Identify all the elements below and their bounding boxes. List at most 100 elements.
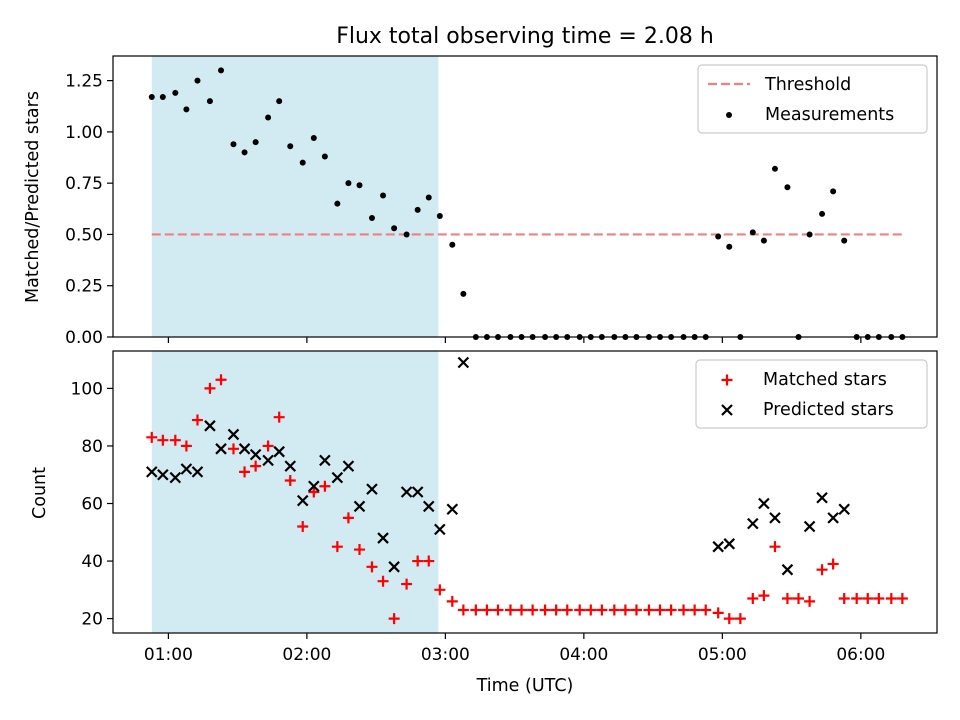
predicted-star-point — [434, 523, 446, 536]
matched-star-point — [284, 474, 296, 486]
matched-star-point — [896, 592, 908, 604]
measurement-point — [784, 184, 791, 191]
predicted-star-point — [422, 500, 435, 513]
measurement-point — [460, 290, 467, 297]
measurement-point — [299, 159, 306, 166]
matched-star-point — [401, 578, 413, 590]
ratio-panel: 0.00 0.25 0.50 0.75 1.00 1.25 Matched/Predict… — [23, 55, 938, 348]
x-tick-label: 01:00 — [144, 645, 193, 665]
matched-star-point — [816, 564, 828, 576]
matched-star-point — [516, 604, 528, 616]
predicted-star-point — [227, 428, 240, 441]
matched-star-point — [191, 414, 203, 426]
predicted-star-point — [411, 486, 424, 498]
measurement-point — [218, 67, 225, 74]
legend-threshold-label: Threshold — [764, 75, 851, 95]
legend-measurements-swatch — [726, 112, 732, 118]
matched-star-point — [678, 604, 690, 616]
matched-star-point — [712, 607, 724, 619]
predicted-star-point — [816, 491, 828, 504]
predicted-star-point — [145, 466, 158, 478]
matched-star-point — [781, 592, 793, 604]
matched-star-point — [308, 486, 320, 498]
predicted-star-point — [723, 538, 736, 550]
predicted-star-point — [366, 483, 378, 495]
matched-star-point — [804, 595, 816, 607]
x-tick-label: 04:00 — [559, 645, 608, 665]
predicted-star-point — [191, 466, 204, 478]
matched-star-point — [585, 604, 597, 616]
measurement-point — [841, 237, 848, 244]
matched-star-point — [250, 460, 262, 472]
counts-plot-frame — [112, 350, 938, 634]
predicted-star-point — [249, 448, 262, 461]
measurement-point — [287, 143, 294, 150]
matched-star-point — [654, 604, 666, 616]
matched-star-point — [204, 382, 216, 394]
matched-star-point — [700, 604, 712, 616]
matched-star-point — [146, 431, 158, 443]
measurement-point — [726, 243, 733, 250]
measurement-point — [310, 135, 317, 142]
counts-shaded-region — [151, 351, 439, 633]
matched-star-point — [574, 604, 586, 616]
predicted-star-point — [377, 532, 389, 544]
legend-predicted-label: Predicted stars — [763, 400, 894, 420]
matched-star-point — [492, 604, 504, 616]
measurement-point — [771, 165, 778, 172]
counts-y-tick-label: 20 — [81, 610, 103, 630]
legend-matched-swatch — [721, 374, 733, 386]
predicted-star-point — [319, 454, 331, 467]
matched-star-point — [412, 555, 424, 567]
ratio-shaded-region — [151, 56, 439, 337]
predicted-star-point — [712, 540, 724, 553]
matched-star-point — [689, 604, 701, 616]
matched-star-point — [227, 443, 239, 455]
measurement-point — [230, 141, 237, 148]
predicted-star-point — [838, 503, 850, 516]
ratio-plot-frame — [112, 55, 938, 338]
measurement-point — [241, 149, 248, 156]
matched-star-point — [354, 544, 366, 556]
measurement-point — [380, 192, 387, 199]
legend-matched-label: Matched stars — [763, 370, 887, 390]
matched-star-point — [169, 434, 181, 446]
predicted-star-point — [180, 463, 193, 475]
predicted-star-point — [204, 420, 216, 432]
matched-star-point — [297, 521, 309, 533]
matched-star-point — [481, 604, 493, 616]
matched-star-point — [527, 604, 539, 616]
matched-star-point — [366, 561, 378, 573]
predicted-star-point — [157, 468, 169, 481]
legend-measurements-label: Measurements — [765, 105, 894, 125]
x-tick-label: 06:00 — [836, 645, 885, 665]
matched-star-point — [319, 480, 331, 492]
predicted-star-point — [400, 486, 413, 498]
matched-star-point — [342, 512, 354, 524]
predicted-star-point — [803, 520, 816, 533]
matched-star-point — [262, 440, 274, 452]
counts-y-axis-label: Count — [30, 467, 50, 519]
predicted-star-point — [388, 561, 400, 573]
measurement-point — [760, 237, 767, 244]
ratio-y-axis-label: Matched/Predicted stars — [23, 91, 43, 303]
matched-star-point — [793, 592, 805, 604]
counts-legend: Matched stars Predicted stars — [695, 359, 928, 429]
matched-star-point — [758, 590, 770, 602]
predicted-star-point — [296, 494, 309, 507]
measurement-point — [148, 94, 155, 101]
matched-star-point — [885, 592, 897, 604]
ratio-y-tick-label: 0.75 — [65, 174, 103, 194]
matched-star-point — [434, 584, 446, 596]
matched-star-point — [446, 595, 458, 607]
counts-y-tick-label: 60 — [81, 495, 103, 515]
predicted-star-point — [284, 460, 297, 472]
counts-y-tick-label: 40 — [81, 552, 103, 572]
measurement-point — [356, 182, 363, 189]
measurement-point — [265, 114, 272, 121]
matched-star-point — [423, 555, 435, 567]
matched-star-point — [388, 613, 400, 625]
matched-star-point — [596, 604, 608, 616]
predicted-star-point — [827, 512, 839, 524]
